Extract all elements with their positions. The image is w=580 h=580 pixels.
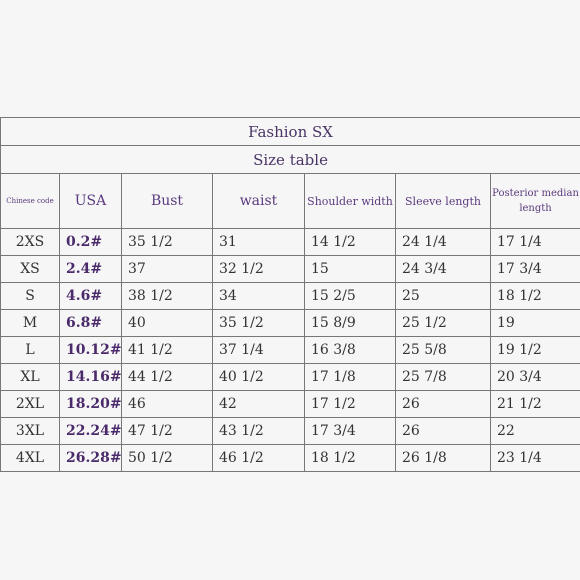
size-table: Fashion SX Size table Chinese code USA Bus… [0,117,580,472]
subtitle-row: Size table [0,145,580,174]
data-cell: 0.2# [59,228,122,256]
data-cell: 14 1/2 [304,228,396,256]
data-row: 3XL 22.24# 47 1/2 43 1/2 17 3/4 26 22 [0,417,580,445]
data-cell: 25 [395,282,491,310]
data-cell: 37 [121,255,213,283]
data-cell: 18.20# [59,390,122,418]
data-cell: L [0,336,60,364]
header-cell: waist [212,173,305,229]
data-cell: 19 [489,309,580,337]
data-cell: XS [0,255,60,283]
data-cell: 22.24# [59,417,122,445]
data-cell: 32 1/2 [212,255,305,283]
header-row: Chinese code USA Bust waist Shoulder width Sl… [0,173,580,229]
data-cell: 16 3/8 [304,336,396,364]
data-cell: XL [0,363,60,391]
data-cell: 10.12# [59,336,122,364]
header-cell: Posterior median length [489,173,580,229]
title-row: Fashion SX [0,117,580,146]
data-cell: 14.16# [59,363,122,391]
data-cell: 4.6# [59,282,122,310]
data-cell: 25 7/8 [395,363,491,391]
data-cell: 6.8# [59,309,122,337]
data-row: M 6.8# 40 35 1/2 15 8/9 25 1/2 19 [0,309,580,337]
data-cell: 17 1/4 [489,228,580,256]
data-cell: 17 1/8 [304,363,396,391]
table-title: Fashion SX [0,117,580,146]
data-cell: 17 3/4 [489,255,580,283]
data-cell: 15 2/5 [304,282,396,310]
header-cell: USA [59,173,122,229]
data-row: S 4.6# 38 1/2 34 15 2/5 25 18 1/2 [0,282,580,310]
data-cell: 35 1/2 [121,228,213,256]
header-cell: Bust [121,173,213,229]
header-cell: Shoulder width [304,173,396,229]
data-cell: S [0,282,60,310]
data-cell: 37 1/4 [212,336,305,364]
data-cell: 19 1/2 [489,336,580,364]
data-cell: 40 1/2 [212,363,305,391]
data-cell: 15 [304,255,396,283]
data-cell: 17 3/4 [304,417,396,445]
data-cell: 2XL [0,390,60,418]
data-cell: 4XL [0,444,60,472]
data-cell: 20 3/4 [489,363,580,391]
data-cell: 24 1/4 [395,228,491,256]
data-cell: 18 1/2 [304,444,396,472]
data-cell: 26.28# [59,444,122,472]
data-row: 4XL 26.28# 50 1/2 46 1/2 18 1/2 26 1/8 23 1/4 [0,444,580,472]
data-cell: 38 1/2 [121,282,213,310]
data-row: XS 2.4# 37 32 1/2 15 24 3/4 17 3/4 [0,255,580,283]
data-cell: M [0,309,60,337]
data-row: 2XS 0.2# 35 1/2 31 14 1/2 24 1/4 17 1/4 [0,228,580,256]
data-row: L 10.12# 41 1/2 37 1/4 16 3/8 25 5/8 19 1/2 [0,336,580,364]
data-cell: 40 [121,309,213,337]
data-cell: 50 1/2 [121,444,213,472]
data-cell: 17 1/2 [304,390,396,418]
table-body: Fashion SX Size table Chinese code USA Bus… [0,117,580,472]
data-cell: 2XS [0,228,60,256]
data-cell: 22 [489,417,580,445]
data-cell: 26 [395,390,491,418]
data-cell: 2.4# [59,255,122,283]
data-cell: 31 [212,228,305,256]
table-subtitle: Size table [0,145,580,174]
data-cell: 35 1/2 [212,309,305,337]
data-cell: 15 8/9 [304,309,396,337]
data-cell: 47 1/2 [121,417,213,445]
header-cell: Sleeve length [395,173,491,229]
data-cell: 43 1/2 [212,417,305,445]
data-cell: 21 1/2 [489,390,580,418]
data-cell: 41 1/2 [121,336,213,364]
data-cell: 42 [212,390,305,418]
data-cell: 25 5/8 [395,336,491,364]
data-row: XL 14.16# 44 1/2 40 1/2 17 1/8 25 7/8 20 3/4 [0,363,580,391]
data-cell: 24 3/4 [395,255,491,283]
data-cell: 26 1/8 [395,444,491,472]
data-cell: 44 1/2 [121,363,213,391]
data-cell: 46 1/2 [212,444,305,472]
data-cell: 23 1/4 [489,444,580,472]
header-cell: Chinese code [0,173,60,229]
data-row: 2XL 18.20# 46 42 17 1/2 26 21 1/2 [0,390,580,418]
data-cell: 18 1/2 [489,282,580,310]
data-cell: 26 [395,417,491,445]
data-cell: 46 [121,390,213,418]
data-cell: 34 [212,282,305,310]
data-cell: 3XL [0,417,60,445]
data-cell: 25 1/2 [395,309,491,337]
